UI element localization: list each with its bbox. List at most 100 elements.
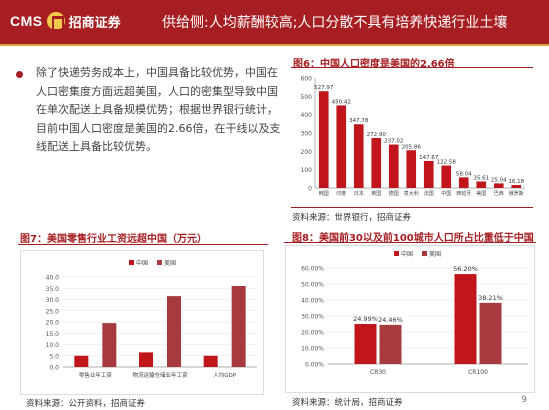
fig6-bar <box>336 105 347 188</box>
fig6-bar <box>388 144 399 188</box>
slide-title: 供给侧:人均薪酬较高;人口分散不具有培养快递行业土壤 <box>162 15 508 31</box>
fig6-bar <box>318 91 329 188</box>
fig6-bar <box>511 185 522 188</box>
fig6-data-label: 35.61 <box>473 175 489 181</box>
fig6-bar <box>441 165 452 188</box>
fig6-ytick-label: 100 <box>301 167 313 174</box>
body-paragraph: 除了快递劳务成本上，中国具备比较优势，中国在人口密集度方面远超美国，人口的密集型… <box>36 66 281 153</box>
fig6-category-label: 巴西 <box>494 191 504 197</box>
fig6-data-label: 58.04 <box>456 171 472 177</box>
fig8-ytick-label: 60.00% <box>301 266 324 273</box>
fig6-category-label: 法国 <box>424 190 434 197</box>
fig6-ytick-label: 500 <box>301 94 313 101</box>
fig6-bar <box>458 177 469 188</box>
fig8-legend-swatch <box>394 251 399 256</box>
logo-mark-icon <box>46 12 65 31</box>
company-logo: CMS 招商证券 <box>10 9 121 33</box>
fig8-ytick-label: 50.00% <box>301 282 324 289</box>
bullet-icon <box>16 71 23 78</box>
fig6-bar <box>476 181 487 188</box>
fig6-data-label: 237.02 <box>384 139 403 145</box>
fig7-ytick-label: 40.0 <box>46 275 60 282</box>
fig8-bar <box>479 302 502 364</box>
fig6-ytick-label: 0 <box>308 186 312 193</box>
fig8-category-label: CR100 <box>468 369 488 376</box>
fig6-ytick-label: 400 <box>301 112 313 119</box>
fig8-bar <box>354 324 377 364</box>
fig6-title-rule <box>291 67 533 68</box>
fig8-ytick-label: 0.00% <box>305 362 324 369</box>
fig7-ytick-label: 0.0 <box>49 365 59 372</box>
fig7-legend-label: 中国 <box>136 259 148 267</box>
fig8-ytick-label: 20.00% <box>301 330 324 337</box>
fig6-category-label: 意大利 <box>404 190 419 197</box>
fig6-category-label: 西班牙 <box>456 190 471 197</box>
fig7-legend-label: 美国 <box>164 259 176 267</box>
fig7-ytick-label: 5.0 <box>49 353 59 360</box>
fig7-ytick-label: 35.0 <box>46 286 60 293</box>
fig7-category-label: 零售业年工资 <box>79 371 113 379</box>
fig6-bar <box>371 137 382 188</box>
fig6-bar <box>406 150 417 188</box>
fig8-data-label: 24.99% <box>353 315 378 323</box>
fig6-category-label: 美国 <box>476 190 486 197</box>
fig7-legend-swatch <box>129 260 134 265</box>
fig7-chart: 0.0 5.0 10.0 15.0 20.0 25.0 30.0 35.0 40.0 中国 美国零售… <box>20 250 264 395</box>
fig6-ytick-label: 200 <box>301 149 313 156</box>
fig8-data-label: 24.46% <box>378 316 403 324</box>
fig8-bar <box>379 324 402 364</box>
fig6-category-label: 中国 <box>441 190 451 197</box>
fig7-ytick-label: 15.0 <box>46 331 60 338</box>
fig7-ytick-label: 20.0 <box>46 320 60 327</box>
fig8-ytick-label: 30.00% <box>301 314 324 321</box>
fig7-ytick-label: 25.0 <box>46 308 60 315</box>
fig7-bar <box>231 286 246 367</box>
fig8-legend-label: 中国 <box>401 250 413 258</box>
slide-header: CMS 招商证券 供给侧:人均薪酬较高;人口分散不具有培养快递行业土壤 <box>0 0 549 44</box>
fig6-category-label: 英国 <box>371 190 381 197</box>
fig6-data-label: 147.67 <box>419 155 439 161</box>
fig7-category-label: 人均GDP <box>213 371 236 379</box>
fig6-category-label: 日本 <box>354 190 364 197</box>
fig6-category-label: 韩国 <box>319 190 329 197</box>
fig8-source: 资料来源：统计局，招商证券 <box>292 398 403 408</box>
fig8-data-label: 38.21% <box>478 294 503 302</box>
logo-company-name: 招商证券 <box>68 15 121 31</box>
fig6-category-label: 印度 <box>336 190 346 197</box>
fig6-bar <box>423 160 434 188</box>
fig8-ytick-label: 10.00% <box>301 346 324 353</box>
fig7-source: 资料来源：公开资料，招商证券 <box>26 399 146 409</box>
fig6-data-label: 205.86 <box>402 144 422 150</box>
fig7-ytick-label: 10.0 <box>46 342 60 349</box>
fig6-ytick-label: 300 <box>301 131 313 138</box>
fig8-chart: 0.00% 10.00% 20.00% 30.00% 40.00% 50.00% 60.00… <box>285 245 535 393</box>
fig7-bar <box>203 355 218 367</box>
fig7-bar <box>139 352 153 367</box>
fig6-data-label: 450.42 <box>332 99 351 105</box>
fig6-bottom-rule <box>291 207 533 208</box>
fig6-data-label: 272.90 <box>367 132 387 138</box>
fig7-ytick-label: 30.0 <box>46 297 60 304</box>
fig8-title: 图8：美国前30以及前100城市人口所占比重低于中国 <box>292 233 534 244</box>
fig8-legend-label: 美国 <box>429 250 441 258</box>
fig6-bar <box>493 183 504 188</box>
fig8-title-rule <box>284 242 536 243</box>
page-number: 9 <box>521 395 527 405</box>
fig6-data-label: 527.97 <box>314 85 334 91</box>
fig7-title: 图7：美国零售行业工资远超中国（万元） <box>20 234 207 245</box>
fig8-category-label: CR30 <box>370 369 386 376</box>
fig6-data-label: 16.18 <box>508 179 524 185</box>
fig6-category-label: 德国 <box>389 190 399 197</box>
fig8-bar <box>454 274 477 364</box>
fig7-legend-swatch <box>157 260 162 265</box>
fig7-bar <box>102 323 117 367</box>
fig8-legend-swatch <box>422 251 427 256</box>
fig6-data-label: 122.58 <box>437 160 457 166</box>
fig7-category-label: 物流运输仓储业年工资 <box>132 371 188 379</box>
fig6-category-label: 俄罗斯 <box>509 190 524 197</box>
logo-cms-text: CMS <box>10 13 43 29</box>
header-divider <box>0 44 549 46</box>
fig7-bar <box>167 296 181 367</box>
fig6-data-label: 25.04 <box>491 177 507 183</box>
